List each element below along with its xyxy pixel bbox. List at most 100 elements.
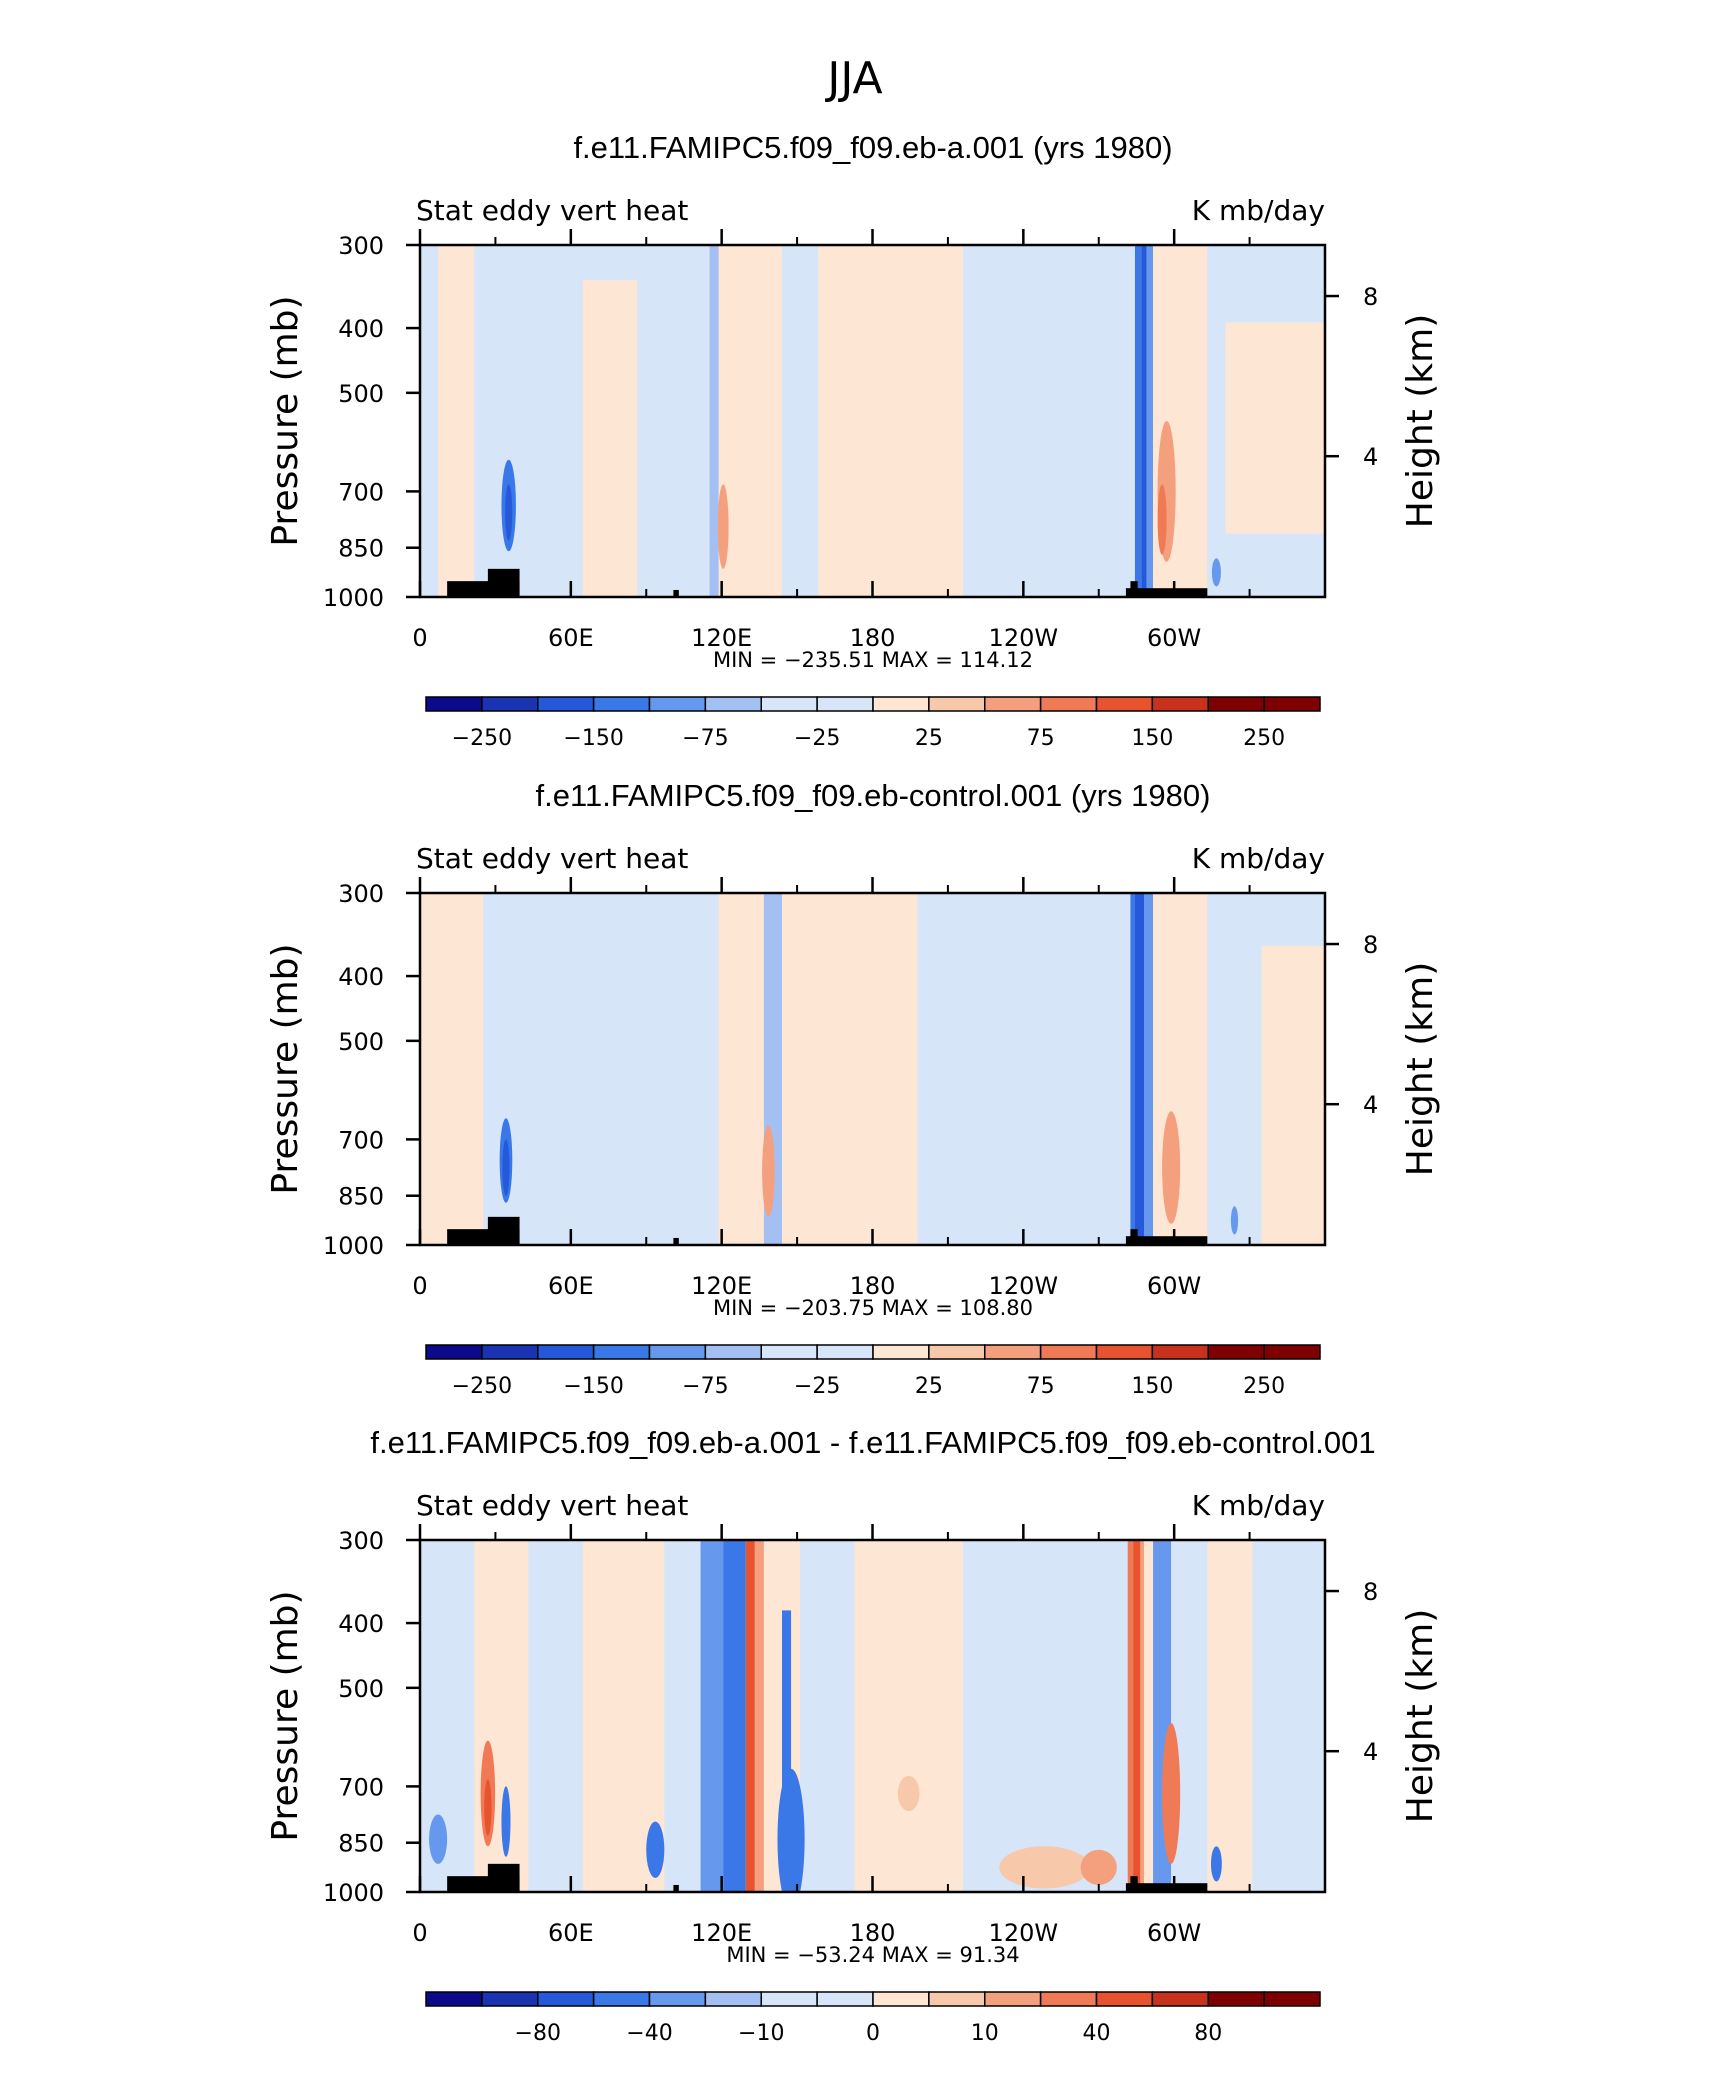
field-band (591, 928, 665, 1245)
field-band (1127, 1540, 1134, 1892)
y-axis-label: Pressure (mb) (265, 943, 306, 1194)
field-band (510, 315, 583, 597)
x-tick-label: 120E (691, 624, 752, 652)
field-band (1141, 245, 1147, 597)
colorbar-box (1039, 1344, 1098, 1360)
terrain-mask (1130, 1876, 1138, 1892)
field-band (782, 1610, 792, 1892)
colorbar-box (872, 1991, 930, 2007)
terrain-mask (1125, 588, 1208, 597)
terrain-mask (1130, 1229, 1138, 1245)
colorbar-box (1207, 1344, 1265, 1360)
colorbar-label: −25 (794, 726, 840, 751)
terrain-mask (1130, 581, 1138, 597)
y-tick-label: 850 (338, 1830, 384, 1858)
colorbar-label: −75 (682, 726, 728, 751)
terrain-mask (673, 589, 679, 597)
field-band (718, 893, 764, 1245)
field-band (582, 280, 638, 597)
colorbar-label: 150 (1131, 726, 1173, 751)
colorbar-box (1151, 696, 1209, 712)
x-tick-label: 120W (989, 624, 1059, 652)
colorbar-box (760, 1991, 818, 2007)
field (420, 893, 1325, 1245)
y-tick-label: 850 (338, 1183, 384, 1211)
field-band (818, 245, 963, 597)
right-label: K mb/day (1192, 1489, 1325, 1522)
field-blob (1162, 1723, 1181, 1864)
colorbar-box (872, 696, 930, 712)
field-band (745, 1540, 755, 1892)
right-label: K mb/day (1192, 842, 1325, 875)
colorbar-box (816, 696, 874, 712)
field-band (723, 1540, 746, 1892)
field-band (438, 245, 475, 597)
colorbar-box (704, 696, 762, 712)
y2-axis-label: Height (km) (1400, 1609, 1441, 1823)
field-band (1134, 893, 1144, 1245)
y-tick-label: 850 (338, 535, 384, 563)
colorbar-box (1151, 1344, 1209, 1360)
field-blob (777, 1768, 805, 1892)
y2-tick-label: 4 (1363, 443, 1378, 471)
field-blob (1210, 1846, 1222, 1882)
colorbar-label: −150 (563, 726, 623, 751)
y-tick-label: 700 (338, 478, 384, 506)
colorbar-box (537, 1344, 595, 1360)
colorbar-box (592, 1344, 651, 1360)
colorbar-box (425, 696, 483, 712)
colorbar-label: 25 (915, 1374, 943, 1399)
y2-tick-label: 8 (1363, 283, 1378, 311)
field-band (854, 1540, 963, 1892)
field-band (420, 245, 439, 597)
colorbar-box (984, 1344, 1042, 1360)
panels: f.e11.FAMIPC5.f09_f09.eb-a.001 (yrs 1980… (265, 130, 1441, 2046)
field-band (1207, 1540, 1253, 1892)
colorbar-label: −10 (738, 2021, 784, 2046)
chart-panel-1: f.e11.FAMIPC5.f09_f09.eb-a.001 (yrs 1980… (265, 130, 1441, 751)
field-blob (429, 1814, 448, 1864)
chart-panel-2: f.e11.FAMIPC5.f09_f09.eb-control.001 (yr… (265, 778, 1441, 1399)
field-band (1146, 245, 1154, 597)
left-label: Stat eddy vert heat (416, 1489, 688, 1522)
y-tick-label: 400 (338, 315, 384, 343)
field-band (782, 280, 819, 597)
x-tick-label: 120E (691, 1919, 752, 1947)
y-tick-label: 300 (338, 880, 384, 908)
min-max-stats: MIN = −203.75 MAX = 108.80 (713, 1296, 1033, 1320)
x-tick-label: 120W (989, 1272, 1059, 1300)
colorbar-box (872, 1344, 930, 1360)
colorbar: −250 −150 −75 −25 25 75 150 250 (425, 1344, 1321, 1399)
field-blob (1162, 1111, 1181, 1224)
field-band (1144, 893, 1154, 1245)
field-band (963, 287, 1126, 597)
field-band (483, 893, 547, 1245)
colorbar-box (1039, 696, 1098, 712)
field-band (1140, 1540, 1144, 1892)
colorbar-label: −80 (515, 2021, 561, 2046)
field-blob (717, 484, 729, 569)
y2-tick-label: 4 (1363, 1738, 1378, 1766)
colorbar-box (984, 1991, 1042, 2007)
field-band (1261, 945, 1325, 1245)
field-band (1144, 1540, 1154, 1892)
colorbar-box (1207, 696, 1265, 712)
field-band (1130, 893, 1135, 1245)
min-max-stats: MIN = −235.51 MAX = 114.12 (713, 648, 1033, 672)
field-band (1225, 533, 1325, 597)
x-tick-label: 0 (412, 1919, 427, 1947)
colorbar-box (816, 1344, 874, 1360)
terrain-mask (487, 568, 520, 597)
left-label: Stat eddy vert heat (416, 194, 688, 227)
y-tick-label: 400 (338, 963, 384, 991)
colorbar-box (1207, 1991, 1265, 2007)
field (420, 245, 1325, 597)
y2-axis-label: Height (km) (1400, 962, 1441, 1176)
left-label: Stat eddy vert heat (416, 842, 688, 875)
field-band (528, 1540, 583, 1892)
y-tick-label: 700 (338, 1773, 384, 1801)
colorbar-box (928, 1991, 986, 2007)
colorbar-box (1095, 1991, 1154, 2007)
field-band (718, 245, 782, 597)
